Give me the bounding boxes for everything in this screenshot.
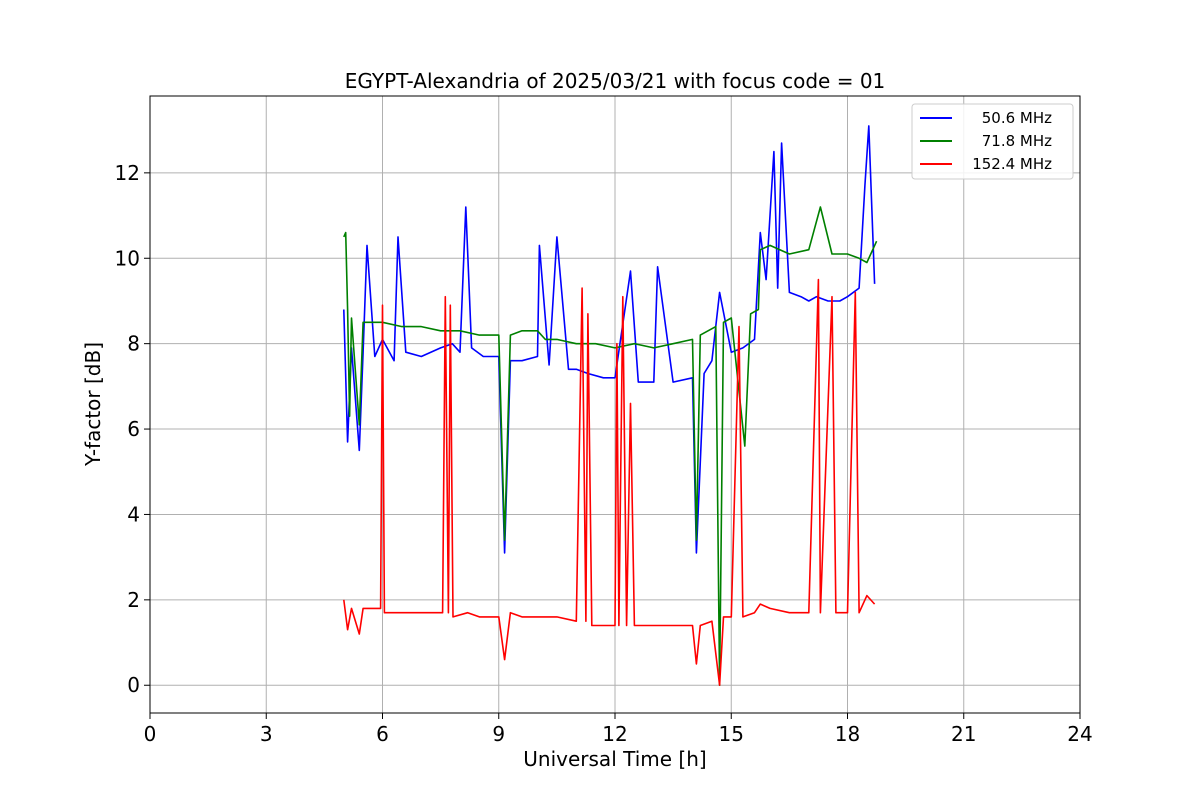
series-layer [343, 125, 878, 686]
y-tick-label: 8 [127, 332, 140, 356]
chart-title: EGYPT-Alexandria of 2025/03/21 with focu… [345, 69, 886, 93]
x-tick-label: 6 [376, 722, 389, 746]
legend-box [911, 103, 1074, 180]
legend-entry-label: 50.6 MHz [982, 109, 1052, 127]
y-tick-label: 0 [127, 673, 140, 697]
x-tick-label: 12 [602, 722, 627, 746]
legend: 50.6 MHz 71.8 MHz 152.4 MHz [911, 103, 1074, 180]
y-tick-label: 2 [127, 588, 140, 612]
grid [149, 96, 1081, 713]
legend-entry-label: 152.4 MHz [972, 155, 1052, 173]
legend-entry-label: 71.8 MHz [982, 132, 1052, 150]
x-tick-label: 24 [1067, 722, 1092, 746]
x-tick-label: 9 [492, 722, 505, 746]
series-line [343, 278, 876, 686]
y-tick-label: 10 [115, 246, 140, 270]
x-tick-label: 15 [719, 722, 744, 746]
y-axis: 0 2 4 6 8 10 12 [115, 161, 150, 697]
x-tick-label: 21 [951, 722, 976, 746]
series-line [343, 125, 876, 554]
x-tick-label: 3 [260, 722, 273, 746]
y-axis-label: Y-factor [dB] [81, 342, 105, 467]
x-tick-label: 0 [144, 722, 157, 746]
x-tick-label: 18 [835, 722, 860, 746]
y-tick-label: 4 [127, 502, 140, 526]
x-axis: 0 3 6 9 12 15 18 21 24 [144, 713, 1093, 746]
series-line [343, 206, 878, 686]
y-tick-label: 6 [127, 417, 140, 441]
y-tick-label: 12 [115, 161, 140, 185]
x-axis-label: Universal Time [h] [523, 747, 706, 771]
